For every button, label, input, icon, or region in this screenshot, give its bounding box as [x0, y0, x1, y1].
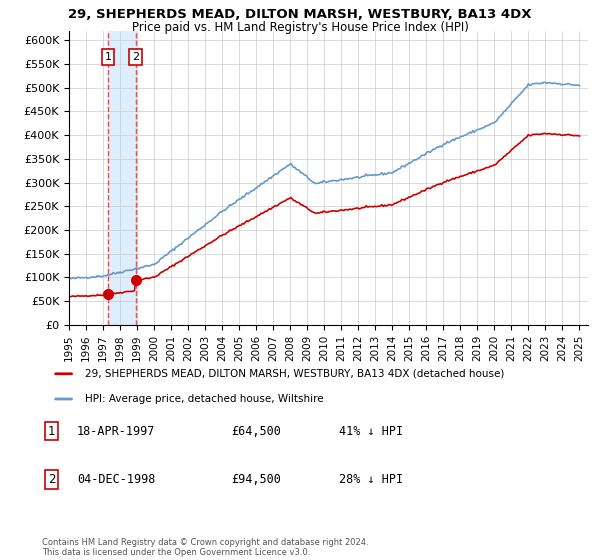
Text: HPI: Average price, detached house, Wiltshire: HPI: Average price, detached house, Wilt… [85, 394, 324, 404]
Text: 2: 2 [48, 473, 55, 486]
Text: £94,500: £94,500 [231, 473, 281, 486]
Text: 29, SHEPHERDS MEAD, DILTON MARSH, WESTBURY, BA13 4DX: 29, SHEPHERDS MEAD, DILTON MARSH, WESTBU… [68, 8, 532, 21]
Text: 1: 1 [48, 424, 55, 437]
Text: 04-DEC-1998: 04-DEC-1998 [77, 473, 155, 486]
Text: 41% ↓ HPI: 41% ↓ HPI [339, 424, 403, 437]
Text: Contains HM Land Registry data © Crown copyright and database right 2024.
This d: Contains HM Land Registry data © Crown c… [42, 538, 368, 557]
Text: 18-APR-1997: 18-APR-1997 [77, 424, 155, 437]
Text: Price paid vs. HM Land Registry's House Price Index (HPI): Price paid vs. HM Land Registry's House … [131, 21, 469, 34]
Text: 1: 1 [104, 52, 112, 62]
Text: 29, SHEPHERDS MEAD, DILTON MARSH, WESTBURY, BA13 4DX (detached house): 29, SHEPHERDS MEAD, DILTON MARSH, WESTBU… [85, 369, 505, 379]
Text: 2: 2 [132, 52, 139, 62]
Bar [108, 31, 136, 325]
Text: 28% ↓ HPI: 28% ↓ HPI [339, 473, 403, 486]
Text: £64,500: £64,500 [231, 424, 281, 437]
